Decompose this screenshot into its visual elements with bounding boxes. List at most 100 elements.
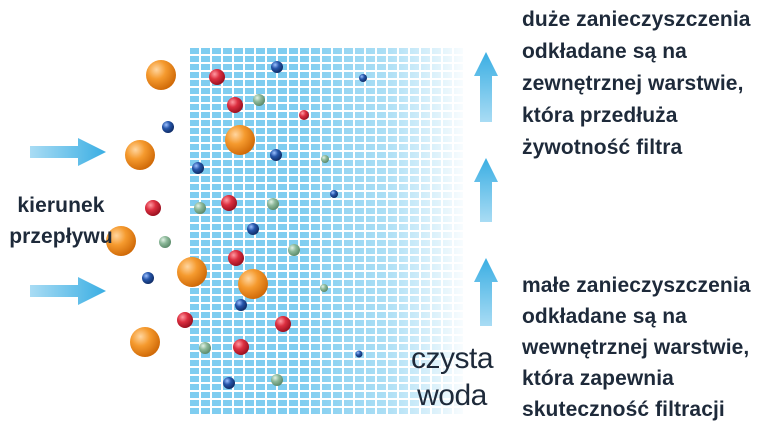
filter-cell xyxy=(256,144,265,150)
filter-cell xyxy=(256,152,265,158)
filter-cell xyxy=(212,104,221,110)
filter-cell xyxy=(267,216,276,222)
filter-cell xyxy=(289,144,298,150)
filter-cell xyxy=(267,128,276,134)
filter-cell xyxy=(278,192,287,198)
filter-cell xyxy=(278,232,287,238)
filter-cell xyxy=(190,224,199,230)
filter-cell xyxy=(223,128,232,134)
filter-cell xyxy=(234,64,243,70)
filter-cell xyxy=(289,128,298,134)
filter-cell xyxy=(201,408,210,414)
particle-blue xyxy=(235,299,247,311)
filter-cell xyxy=(256,120,265,126)
filter-cell xyxy=(267,88,276,94)
filter-cell xyxy=(245,304,254,310)
filter-cell xyxy=(234,312,243,318)
filter-cell xyxy=(201,256,210,262)
filter-cell xyxy=(289,256,298,262)
filter-cell xyxy=(278,88,287,94)
filter-cell xyxy=(289,136,298,142)
filter-cell xyxy=(190,296,199,302)
filter-cell xyxy=(256,360,265,366)
filter-cell xyxy=(190,328,199,334)
filter-cell xyxy=(212,88,221,94)
filter-cell xyxy=(190,48,199,54)
large-contaminants-line: która przedłuża xyxy=(522,104,678,127)
filter-cell xyxy=(256,64,265,70)
particle-red xyxy=(227,97,243,113)
filter-cell xyxy=(212,240,221,246)
particle-blue xyxy=(330,190,338,198)
filter-cell xyxy=(201,312,210,318)
filter-cell xyxy=(223,320,232,326)
filter-cell xyxy=(223,360,232,366)
particle-large xyxy=(146,60,176,90)
filter-cell xyxy=(256,168,265,174)
small-contaminants-line: odkładane są na xyxy=(522,305,687,328)
filter-cell xyxy=(190,120,199,126)
filter-cell xyxy=(245,176,254,182)
filter-cell xyxy=(201,104,210,110)
filter-cell xyxy=(256,264,265,270)
filter-cell xyxy=(267,72,276,78)
filter-cell xyxy=(190,192,199,198)
filter-cell xyxy=(234,56,243,62)
flow-direction-line: kierunek xyxy=(17,194,105,217)
filter-cell xyxy=(289,64,298,70)
filter-cell xyxy=(267,368,276,374)
filter-cell xyxy=(223,312,232,318)
filter-cell xyxy=(289,72,298,78)
filter-cell xyxy=(267,312,276,318)
filter-cell xyxy=(267,240,276,246)
filter-cell xyxy=(245,192,254,198)
filter-cell xyxy=(256,344,265,350)
large-contaminants-label: duże zanieczyszczenia odkładane są na ze… xyxy=(522,4,751,164)
filter-cell xyxy=(190,232,199,238)
filter-cell xyxy=(245,392,254,398)
filter-cell xyxy=(278,56,287,62)
particle-blue xyxy=(223,377,235,389)
filter-cell xyxy=(267,232,276,238)
filter-cell xyxy=(278,368,287,374)
particle-blue xyxy=(359,74,367,82)
filter-cell xyxy=(190,384,199,390)
filter-cell xyxy=(190,352,199,358)
filter-cell xyxy=(212,56,221,62)
filter-cell xyxy=(289,56,298,62)
filter-cell xyxy=(234,232,243,238)
filter-cell xyxy=(201,392,210,398)
filter-cell xyxy=(267,168,276,174)
filter-cell xyxy=(234,376,243,382)
filter-cell xyxy=(234,192,243,198)
filter-cell xyxy=(267,272,276,278)
filter-cell xyxy=(212,256,221,262)
particle-large xyxy=(130,327,160,357)
filter-cell xyxy=(256,352,265,358)
flow-arrows xyxy=(30,138,106,305)
filter-cell xyxy=(267,360,276,366)
filter-cell xyxy=(223,56,232,62)
filter-cell xyxy=(223,272,232,278)
filter-cell xyxy=(245,200,254,206)
filter-cell xyxy=(190,320,199,326)
filter-cell xyxy=(267,104,276,110)
filter-cell xyxy=(267,160,276,166)
filter-cell xyxy=(190,304,199,310)
filter-cell xyxy=(223,152,232,158)
filter-cell xyxy=(190,408,199,414)
filter-cell xyxy=(234,72,243,78)
filter-cell xyxy=(223,184,232,190)
filter-cell xyxy=(212,280,221,286)
filter-cell xyxy=(223,224,232,230)
filter-cell xyxy=(256,48,265,54)
filter-cell xyxy=(223,296,232,302)
filter-cell xyxy=(201,64,210,70)
filter-cell xyxy=(267,184,276,190)
filter-cell xyxy=(289,376,298,382)
arrow-up-icon xyxy=(474,158,498,222)
filter-cell xyxy=(201,72,210,78)
filter-cell xyxy=(190,72,199,78)
filter-cell xyxy=(245,216,254,222)
filter-cell xyxy=(245,312,254,318)
